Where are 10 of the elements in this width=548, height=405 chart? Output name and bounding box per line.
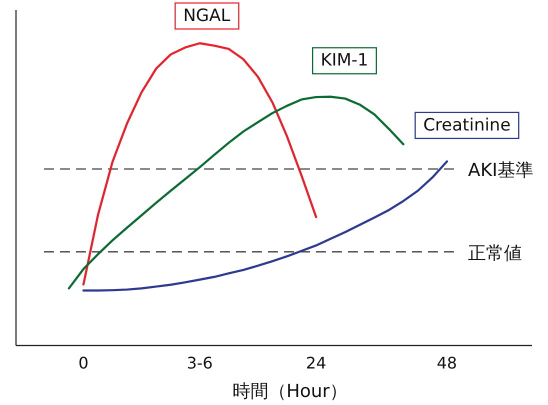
- series-label: KIM-1: [320, 50, 368, 71]
- x-tick-label: 3-6: [186, 354, 213, 372]
- ref-line-label: 正常値: [468, 242, 522, 264]
- x-tick-label: 24: [306, 354, 326, 372]
- x-tick-label: 0: [78, 354, 89, 372]
- x-axis-title: 時間（Hour）: [232, 381, 348, 402]
- x-tick-label: 48: [436, 354, 458, 372]
- text: Creatinine: [423, 115, 511, 136]
- series-label: NGAL: [183, 6, 231, 26]
- ref-line-label: AKI基準: [468, 160, 534, 181]
